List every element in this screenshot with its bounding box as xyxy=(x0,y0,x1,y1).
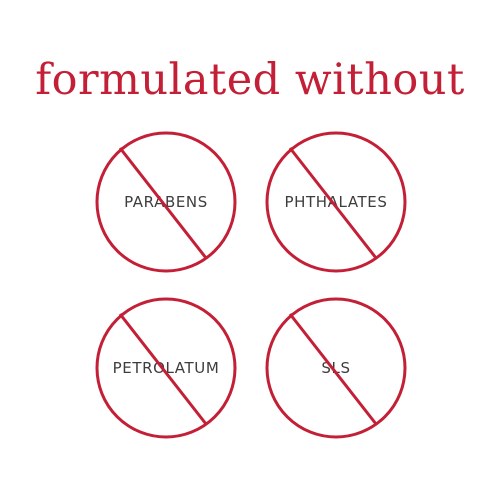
badge-phthalates: PHTHALATES xyxy=(264,130,408,274)
headline: formulated without xyxy=(35,55,465,105)
badge-sls: SLS xyxy=(264,296,408,440)
prohibited-icon xyxy=(95,131,237,273)
badge-label: PHTHALATES xyxy=(284,193,388,211)
badge-parabens: PARABENS xyxy=(94,130,238,274)
badge-label: PARABENS xyxy=(124,193,208,211)
prohibited-icon xyxy=(265,131,407,273)
prohibited-icon xyxy=(95,297,237,439)
badge-petrolatum: PETROLATUM xyxy=(94,296,238,440)
badge-label: PETROLATUM xyxy=(112,359,220,377)
prohibited-icon xyxy=(265,297,407,439)
